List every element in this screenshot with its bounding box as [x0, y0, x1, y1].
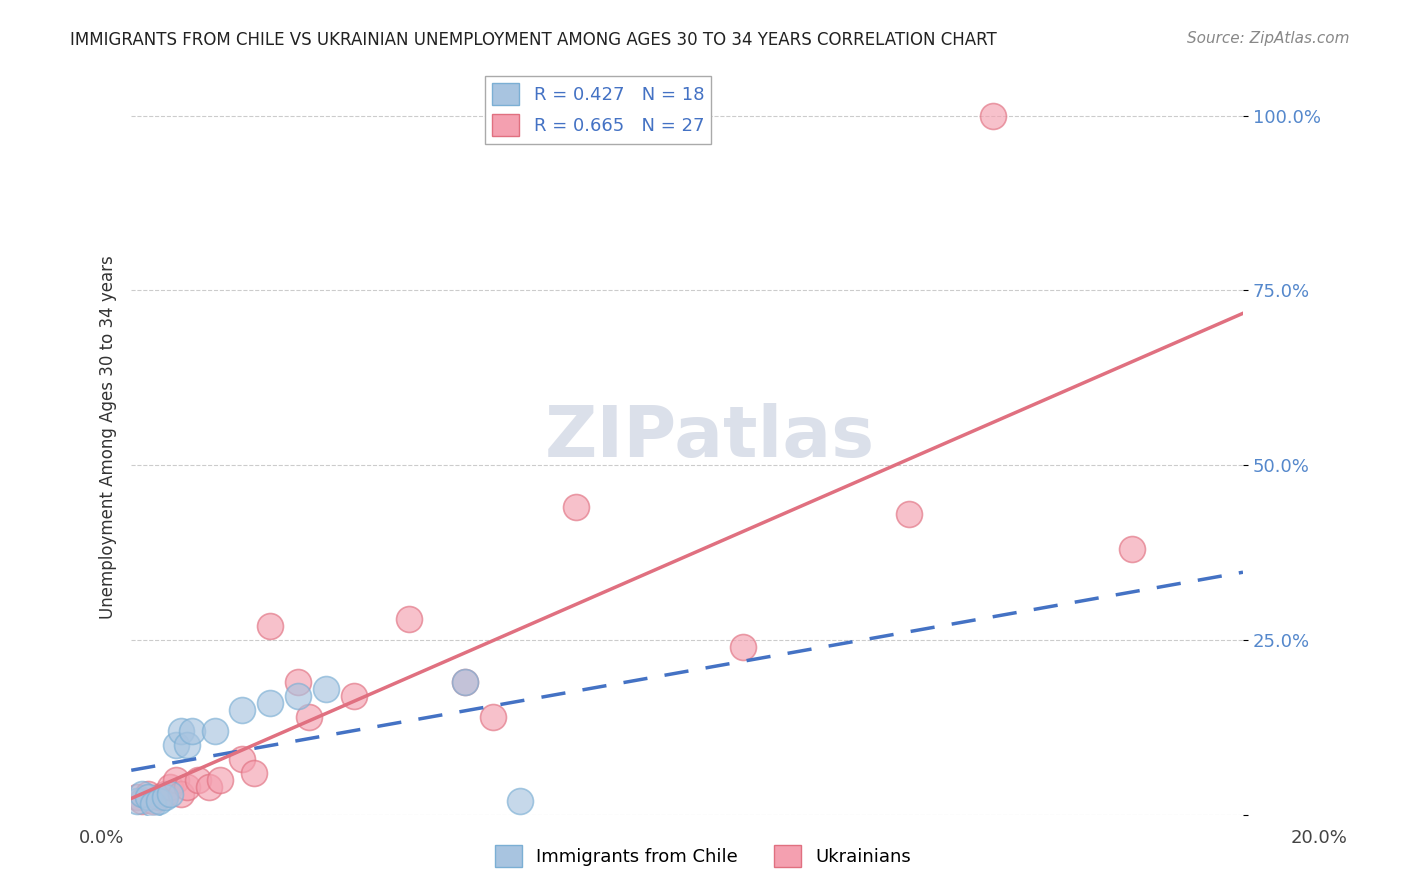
Point: [287, 689, 309, 703]
Point: [131, 794, 153, 808]
Point: [165, 772, 187, 787]
Point: [398, 612, 420, 626]
Point: [565, 500, 588, 514]
Text: ZIPatlas: ZIPatlas: [544, 402, 875, 472]
Point: [181, 723, 204, 738]
Point: [153, 787, 176, 801]
Point: [454, 674, 477, 689]
Point: [187, 772, 209, 787]
Point: [125, 794, 148, 808]
Point: [259, 696, 281, 710]
Point: [136, 790, 159, 805]
Point: [176, 780, 198, 794]
Point: [981, 109, 1004, 123]
Point: [170, 723, 193, 738]
Point: [159, 780, 181, 794]
Point: [231, 703, 253, 717]
Point: [454, 674, 477, 689]
Point: [142, 794, 165, 808]
Y-axis label: Unemployment Among Ages 30 to 34 years: Unemployment Among Ages 30 to 34 years: [100, 255, 117, 619]
Point: [125, 790, 148, 805]
Text: 20.0%: 20.0%: [1291, 829, 1347, 847]
Point: [342, 689, 364, 703]
Text: 0.0%: 0.0%: [79, 829, 124, 847]
Legend: R = 0.427   N = 18, R = 0.665   N = 27: R = 0.427 N = 18, R = 0.665 N = 27: [485, 76, 711, 144]
Point: [148, 790, 170, 805]
Point: [287, 674, 309, 689]
Point: [159, 787, 181, 801]
Point: [1121, 541, 1143, 556]
Legend: Immigrants from Chile, Ukrainians: Immigrants from Chile, Ukrainians: [488, 838, 918, 874]
Point: [131, 787, 153, 801]
Text: Source: ZipAtlas.com: Source: ZipAtlas.com: [1187, 31, 1350, 46]
Point: [315, 681, 337, 696]
Point: [731, 640, 754, 654]
Text: IMMIGRANTS FROM CHILE VS UKRAINIAN UNEMPLOYMENT AMONG AGES 30 TO 34 YEARS CORREL: IMMIGRANTS FROM CHILE VS UKRAINIAN UNEMP…: [70, 31, 997, 49]
Point: [148, 794, 170, 808]
Point: [242, 765, 264, 780]
Point: [153, 790, 176, 805]
Point: [481, 709, 503, 723]
Point: [509, 794, 531, 808]
Point: [231, 751, 253, 765]
Point: [165, 738, 187, 752]
Point: [209, 772, 232, 787]
Point: [898, 507, 921, 521]
Point: [204, 723, 226, 738]
Point: [198, 780, 221, 794]
Point: [170, 787, 193, 801]
Point: [176, 738, 198, 752]
Point: [136, 787, 159, 801]
Point: [259, 619, 281, 633]
Point: [298, 709, 321, 723]
Point: [142, 797, 165, 811]
